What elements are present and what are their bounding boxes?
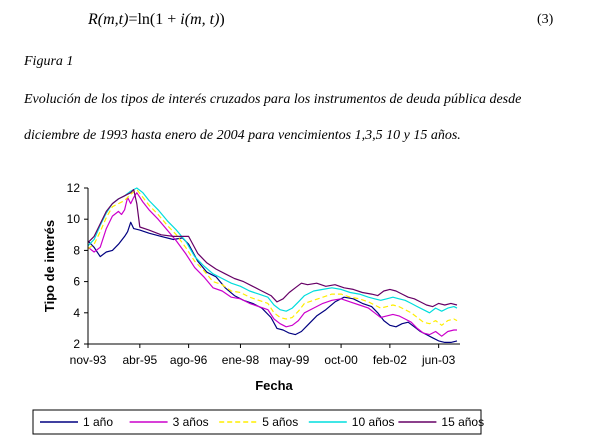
equation-line: R(m,t)=ln(1 + i(m, t)) (3) — [0, 0, 604, 40]
equation-formula: R(m,t)=ln(1 + i(m, t)) — [88, 11, 225, 29]
figure-caption-line-1: Evolución de los tipos de interés cruzad… — [24, 92, 522, 107]
x-tick-label: ago-96 — [170, 353, 208, 367]
y-tick-label: 12 — [67, 181, 81, 195]
x-tick-label: oct-00 — [324, 353, 358, 367]
interest-rate-chart: 2 4 6 8 10 12 nov-93 abr-95 ago-96 ene-98 may-99 oc… — [32, 181, 484, 435]
x-tick-label: ene-98 — [222, 353, 260, 367]
y-tick-label: 10 — [67, 212, 81, 226]
x-tick-label: jun-03 — [421, 353, 456, 367]
x-tick-label: nov-93 — [70, 353, 107, 367]
series-line-2 — [87, 192, 457, 337]
equation-number: (3) — [537, 12, 554, 27]
y-tick-label: 8 — [73, 243, 80, 257]
equation-var: i — [180, 11, 185, 28]
legend: 1 año 3 años 5 años 10 años 15 años — [32, 409, 484, 435]
equation-close: ) — [219, 11, 225, 28]
legend-label: 15 años — [441, 415, 484, 429]
axes: 2 4 6 8 10 12 nov-93 abr-95 ago-96 ene-98 may-99 oc… — [42, 181, 460, 393]
x-tick-label: feb-02 — [373, 353, 407, 367]
x-tick-label: may-99 — [269, 353, 309, 367]
x-tick-label: abr-95 — [122, 353, 157, 367]
equation-lhs: R(m,t) — [88, 11, 129, 28]
figure-label: Figura 1 — [24, 54, 74, 69]
series-line-3 — [87, 189, 458, 326]
figure-caption-line-2: diciembre de 1993 hasta enero de 2004 pa… — [24, 128, 461, 143]
y-tick-label: 4 — [73, 306, 80, 320]
legend-label: 10 años — [352, 415, 395, 429]
equation-args: (m, t) — [184, 11, 220, 28]
plot-area — [87, 187, 458, 343]
series-line-5 — [87, 189, 458, 308]
y-tick-label: 2 — [73, 337, 80, 351]
series-line-1 — [87, 221, 458, 343]
y-tick-label: 6 — [73, 275, 80, 289]
y-axis-title: Tipo de interés — [42, 220, 57, 312]
equation-eq-sign: = — [128, 11, 138, 28]
series-line-4 — [87, 187, 458, 314]
legend-label: 5 años — [262, 415, 298, 429]
equation-open: (1 + — [149, 11, 181, 28]
legend-label: 3 años — [173, 415, 209, 429]
legend-label: 1 año — [83, 415, 113, 429]
equation-fn: ln — [137, 11, 150, 28]
x-axis-title: Fecha — [255, 378, 293, 393]
